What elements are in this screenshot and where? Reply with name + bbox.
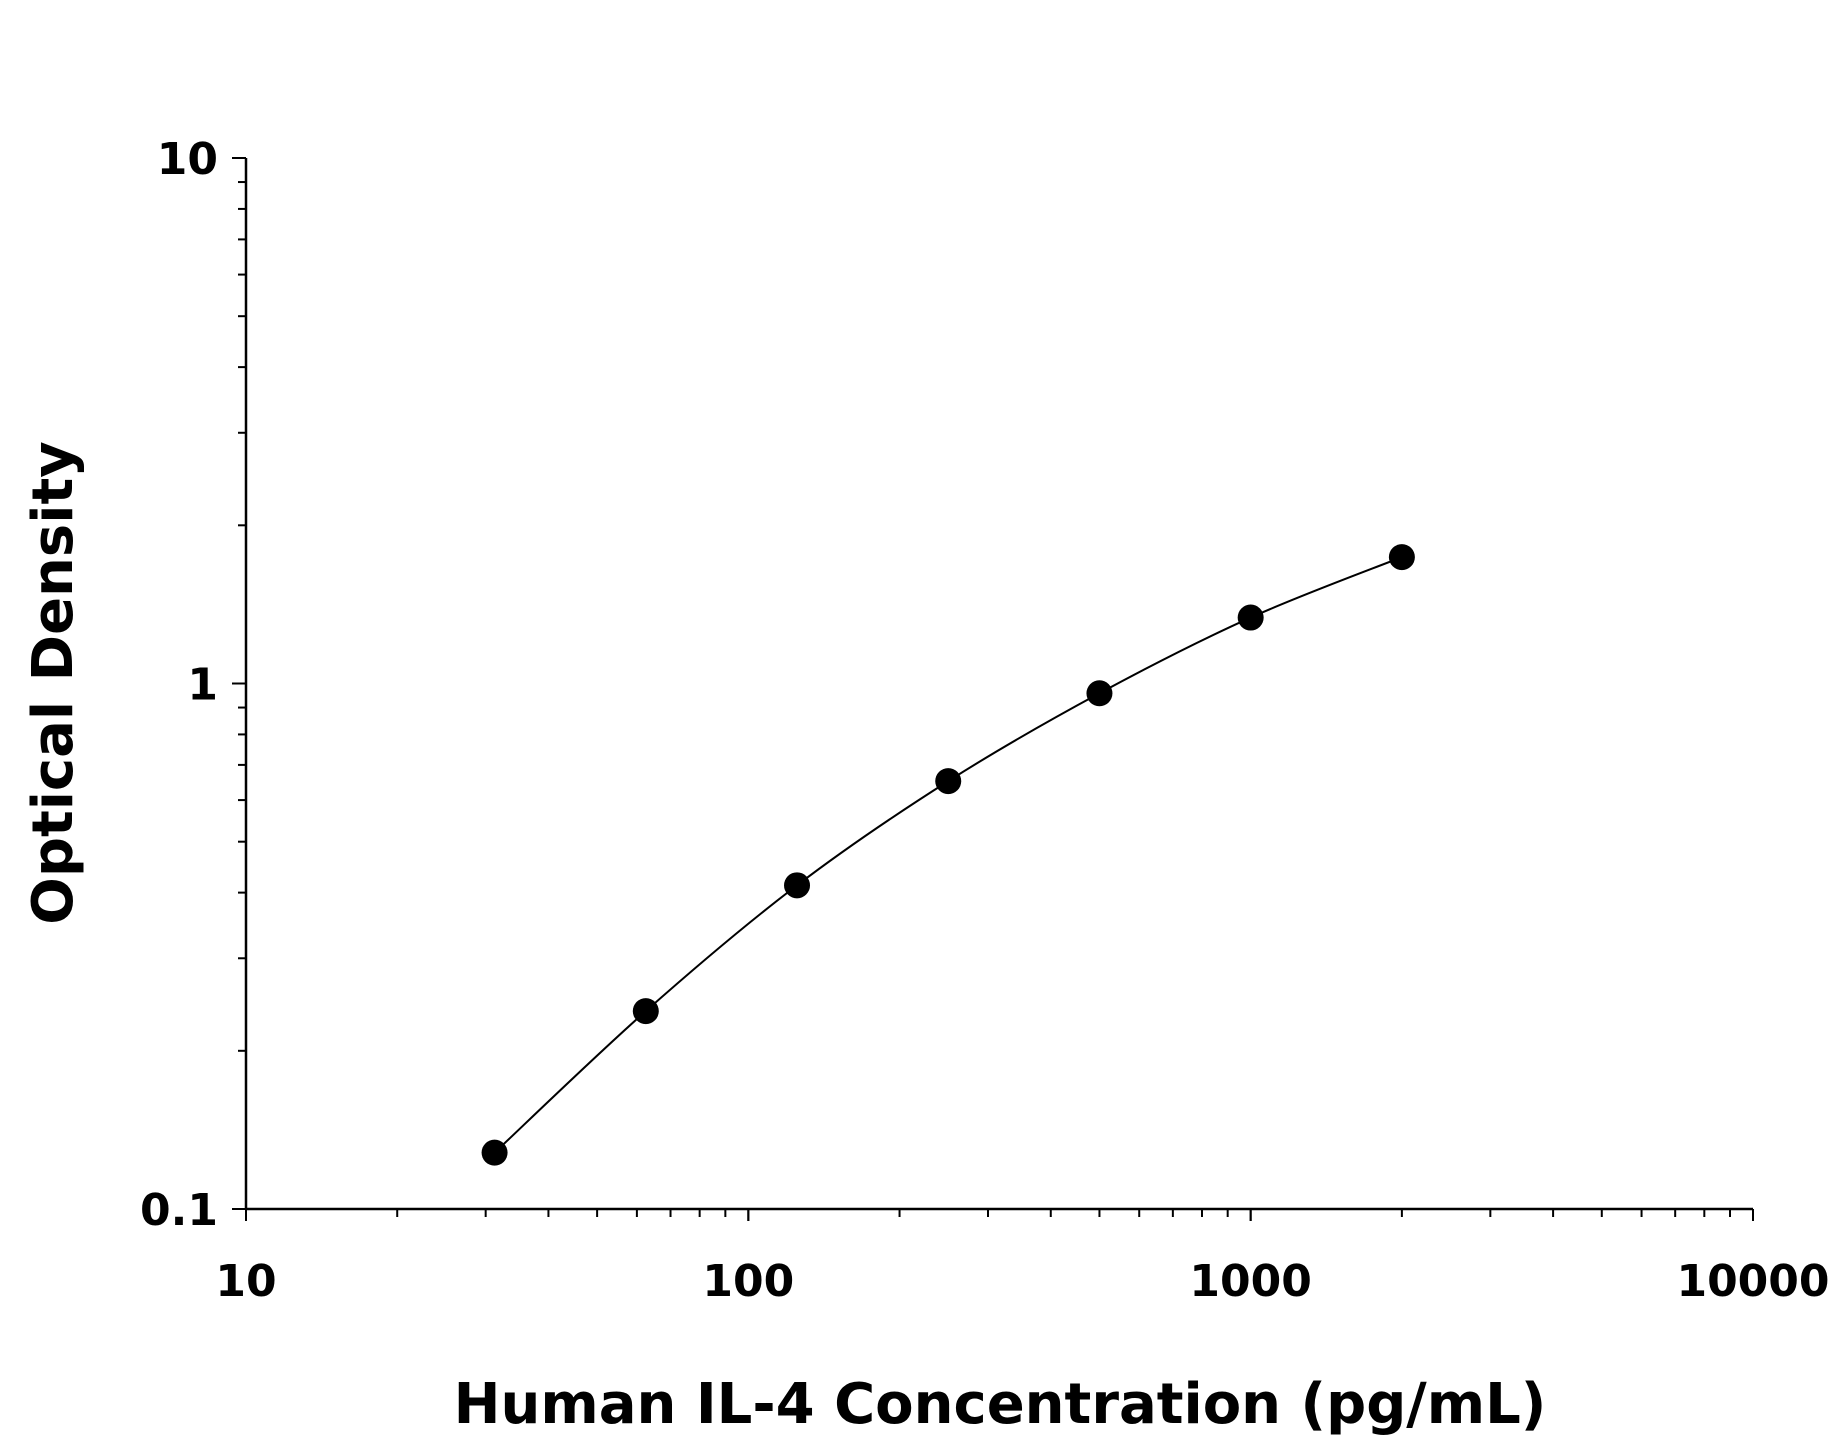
data-point [632, 998, 659, 1025]
x-tick-label: 100 [702, 1256, 794, 1307]
x-tick-label: 10 [215, 1256, 276, 1307]
data-point [784, 872, 811, 899]
y-tick-label: 1 [187, 660, 218, 711]
data-point [935, 768, 962, 795]
data-point [1388, 544, 1415, 571]
x-tick-label: 10000 [1676, 1256, 1828, 1307]
fit-curve [493, 556, 1403, 1154]
data-point [481, 1139, 508, 1166]
y-tick-label: 10 [157, 134, 218, 185]
y-tick-label: 0.1 [140, 1185, 218, 1236]
data-point [1237, 604, 1264, 631]
x-axis-label: Human IL-4 Concentration (pg/mL) [454, 1372, 1547, 1437]
data-point [1086, 680, 1113, 707]
x-tick-label: 1000 [1189, 1256, 1311, 1307]
y-axis-label: Optical Density [21, 441, 86, 924]
